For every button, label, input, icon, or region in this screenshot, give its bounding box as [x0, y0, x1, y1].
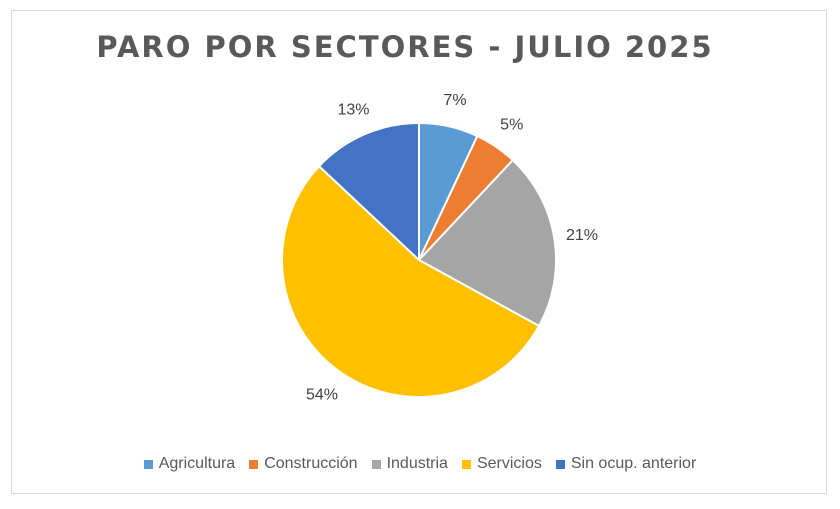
- pie-slice-industria: [417, 158, 557, 328]
- data-label: 7%: [443, 92, 466, 109]
- data-label: 54%: [306, 386, 338, 403]
- chart-legend: Agricultura Construcción Industria Servicio…: [0, 455, 840, 473]
- legend-swatch: [461, 459, 471, 469]
- legend-swatch: [143, 459, 153, 469]
- legend-item: Servicios: [461, 455, 542, 473]
- pie-slice-servicios: [281, 164, 541, 398]
- chart-title: PARO POR SECTORES - JULIO 2025: [96, 30, 714, 64]
- legend-item: Agricultura: [143, 455, 236, 473]
- legend-swatch: [371, 459, 381, 469]
- data-label: 21%: [566, 227, 598, 244]
- legend-label: Industria: [386, 455, 448, 472]
- legend-label: Construcción: [264, 455, 358, 472]
- legend-label: Agricultura: [158, 455, 236, 472]
- legend-item: Industria: [371, 455, 448, 473]
- legend-swatch: [555, 459, 565, 469]
- pie-slice-sin-ocup-anterior: [317, 121, 420, 263]
- legend-label: Sin ocup. anterior: [570, 455, 697, 472]
- legend-item: Sin ocup. anterior: [555, 455, 697, 473]
- legend-label: Servicios: [476, 455, 542, 472]
- data-label: 13%: [337, 102, 369, 119]
- data-label: 5%: [500, 117, 523, 134]
- legend-swatch: [249, 459, 259, 469]
- legend-item: Construcción: [249, 455, 358, 473]
